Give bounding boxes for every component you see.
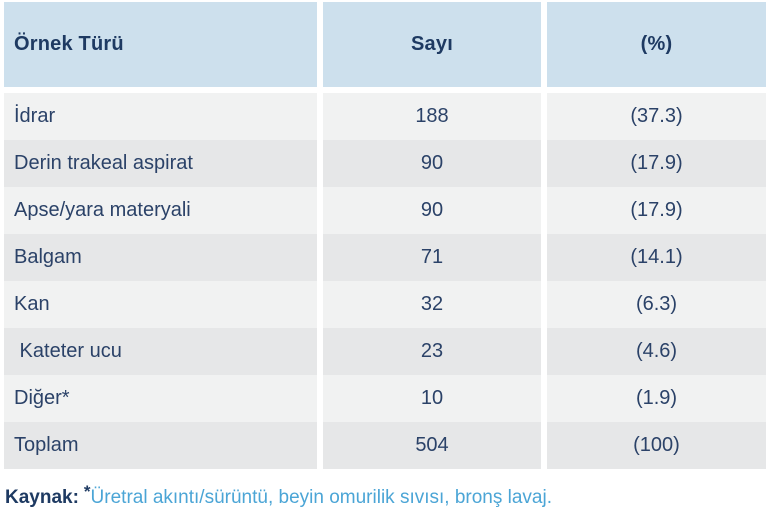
percent-cell: (4.6) (547, 328, 766, 375)
column-header-sayi: Sayı (323, 2, 541, 87)
row-label-cell: İdrar (4, 93, 317, 140)
table-row: İdrar 188 (37.3) (4, 93, 766, 140)
count-cell: 504 (323, 422, 541, 469)
sample-type-table-figure: Örnek Türü Sayı (%) İdrar 188 (37.3) Der… (4, 2, 766, 511)
column-header-percent: (%) (547, 2, 766, 87)
percent-cell: (37.3) (547, 93, 766, 140)
percent-cell: (17.9) (547, 187, 766, 234)
count-cell: 90 (323, 140, 541, 187)
percent-cell: (100) (547, 422, 766, 469)
count-cell: 188 (323, 93, 541, 140)
percent-cell: (17.9) (547, 140, 766, 187)
table-row: Balgam 71 (14.1) (4, 234, 766, 281)
count-cell: 90 (323, 187, 541, 234)
table-row: Derin trakeal aspirat 90 (17.9) (4, 140, 766, 187)
row-label-cell: Diğer* (4, 375, 317, 422)
table-row: Kateter ucu 23 (4.6) (4, 328, 766, 375)
table-row: Apse/yara materyali 90 (17.9) (4, 187, 766, 234)
column-header-ornek-turu: Örnek Türü (4, 2, 317, 87)
count-cell: 10 (323, 375, 541, 422)
percent-cell: (6.3) (547, 281, 766, 328)
row-label-cell: Kateter ucu (4, 328, 317, 375)
percent-cell: (1.9) (547, 375, 766, 422)
count-cell: 23 (323, 328, 541, 375)
table-row: Kan 32 (6.3) (4, 281, 766, 328)
table-body: İdrar 188 (37.3) Derin trakeal aspirat 9… (4, 93, 766, 469)
row-label-cell: Derin trakeal aspirat (4, 140, 317, 187)
footnote: Kaynak: *Üretral akıntı/sürüntü, beyin om… (4, 482, 766, 511)
row-label-cell: Apse/yara materyali (4, 187, 317, 234)
percent-cell: (14.1) (547, 234, 766, 281)
table-row: Toplam 504 (100) (4, 422, 766, 469)
footnote-kaynak-label: Kaynak: (5, 487, 79, 508)
footnote-asterisk: * (83, 482, 91, 501)
table-header-row: Örnek Türü Sayı (%) (4, 2, 766, 87)
count-cell: 71 (323, 234, 541, 281)
table-row: Diğer* 10 (1.9) (4, 375, 766, 422)
row-label-cell: Kan (4, 281, 317, 328)
row-label-cell: Toplam (4, 422, 317, 469)
row-label-cell: Balgam (4, 234, 317, 281)
count-cell: 32 (323, 281, 541, 328)
footnote-text: Üretral akıntı/sürüntü, beyin omurilik s… (90, 487, 553, 508)
